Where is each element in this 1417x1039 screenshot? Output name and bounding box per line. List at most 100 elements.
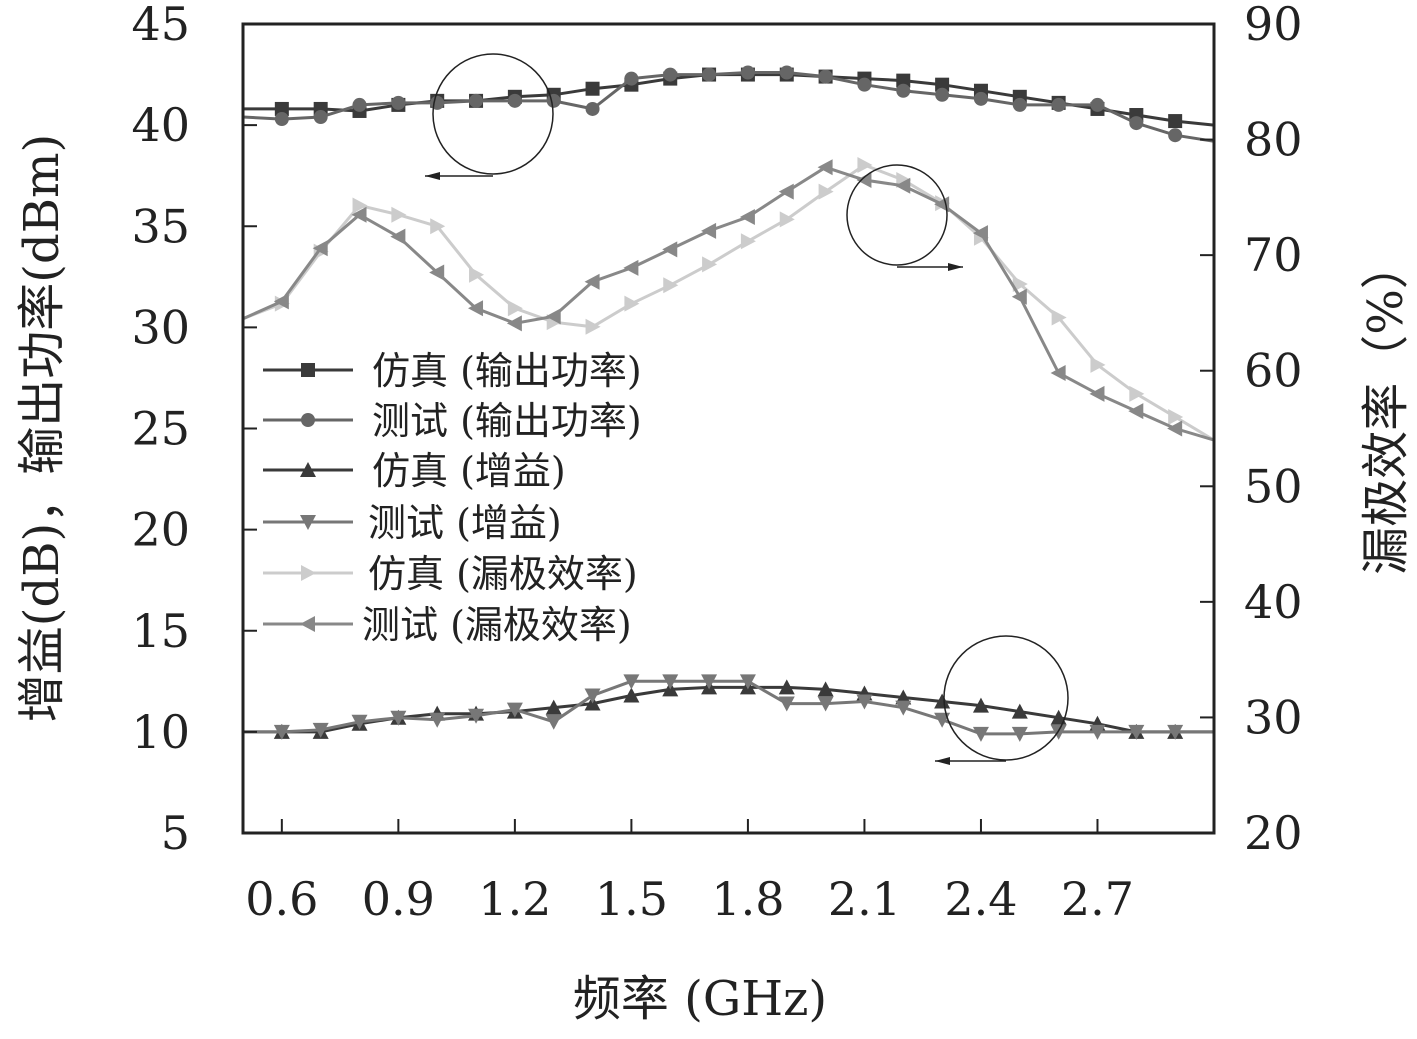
data-point (701, 222, 717, 239)
arrowhead-left-icon (935, 757, 950, 765)
data-point (584, 688, 601, 704)
data-point (1089, 724, 1106, 740)
data-point (312, 722, 329, 738)
series-5 (242, 156, 1215, 442)
data-point (429, 712, 446, 728)
left-y-tick-label: 20 (131, 503, 190, 557)
data-point (546, 93, 561, 108)
data-point (1011, 726, 1028, 742)
data-point (469, 266, 485, 283)
data-point (391, 206, 407, 223)
legend-marker-shape (301, 413, 315, 427)
data-point (390, 228, 406, 245)
data-point (778, 183, 794, 200)
data-point (895, 700, 912, 716)
data-point (702, 67, 717, 82)
data-point (1129, 116, 1144, 131)
data-point (896, 83, 911, 98)
data-point (352, 97, 367, 112)
data-point (662, 241, 678, 258)
left-y-axis-title: 增益(dB)，输出功率(dBm) (14, 134, 70, 722)
data-point (1167, 724, 1184, 740)
circle-marker-icon (301, 413, 315, 427)
right-y-tick-label: 20 (1244, 806, 1303, 860)
legend-marker-shape (301, 363, 315, 377)
data-point (740, 65, 755, 80)
data-point (430, 95, 445, 110)
data-point (973, 91, 988, 106)
data-point (778, 696, 795, 712)
series-4 (243, 674, 1214, 742)
arrowhead-left-icon (425, 172, 440, 180)
data-point (624, 71, 639, 86)
right-y-tick-label: 80 (1244, 113, 1303, 167)
data-point (352, 197, 368, 214)
data-point (274, 112, 289, 127)
left-y-tick-label: 25 (131, 402, 190, 456)
data-point (935, 77, 950, 92)
series-line (243, 679, 1214, 736)
data-point (663, 67, 678, 82)
x-tick-label: 1.5 (595, 872, 668, 926)
annotation-circle (943, 635, 1069, 761)
data-point (1168, 114, 1183, 129)
legend: 仿真 (输出功率) 测试 (输出功率) 仿真 (增益) 测试 (增益) 仿真 (… (263, 349, 642, 647)
triangle-up-marker-icon (300, 462, 316, 477)
legend-label: 测试 (输出功率) (372, 399, 642, 443)
data-point (663, 277, 679, 294)
data-point (584, 273, 600, 290)
data-point (507, 300, 523, 317)
legend-item: 测试 (漏极效率) (263, 603, 632, 647)
annotation-output-power (425, 53, 554, 180)
legend-marker-shape (300, 462, 316, 477)
data-point (312, 240, 328, 257)
data-point (623, 687, 640, 703)
series-3 (243, 679, 1214, 739)
data-point (739, 674, 756, 690)
data-point (702, 256, 718, 273)
data-point (972, 225, 988, 242)
data-point (895, 177, 911, 194)
ticks: 0.6 0.9 1.2 1.5 1.8 2.1 2.4 2.7 5 10 15 20 25 30 35 40 4… (131, 0, 1302, 926)
data-point (972, 726, 989, 742)
data-point (856, 694, 873, 710)
data-point (390, 710, 407, 726)
data-point (818, 183, 834, 200)
data-point (274, 101, 289, 116)
data-point (1129, 385, 1145, 402)
annotation-gain (935, 635, 1069, 765)
right-y-tick-label: 60 (1244, 344, 1303, 398)
data-point (856, 172, 872, 189)
legend-item: 仿真 (输出功率) (263, 349, 642, 393)
x-tick-label: 0.6 (245, 872, 318, 926)
right-y-tick-label: 40 (1244, 575, 1303, 629)
legend-item: 仿真 (漏极效率) (263, 552, 638, 596)
legend-item: 仿真 (增益) (263, 449, 566, 493)
legend-label: 测试 (增益) (368, 501, 562, 545)
legend-label: 仿真 (漏极效率) (368, 552, 638, 596)
square-marker-icon (301, 363, 315, 377)
left-y-tick-label: 45 (131, 0, 190, 51)
legend-item: 测试 (增益) (263, 501, 562, 545)
left-y-tick-label: 40 (131, 98, 190, 152)
data-point (1168, 408, 1184, 425)
data-point (1050, 724, 1067, 740)
data-point (1089, 385, 1105, 402)
annotation-circle (846, 164, 948, 266)
data-point (817, 681, 834, 697)
data-point (857, 77, 872, 92)
data-point (934, 693, 951, 709)
legend-marker-shape (300, 515, 316, 530)
data-point (623, 674, 640, 690)
data-point (1050, 709, 1067, 725)
right-y-tick-label: 30 (1244, 690, 1303, 744)
data-point (739, 209, 755, 226)
legend-item: 测试 (输出功率) (263, 399, 642, 443)
data-point (1011, 288, 1027, 305)
data-point (313, 110, 328, 125)
right-y-tick-label: 90 (1244, 0, 1303, 51)
data-point (1051, 97, 1066, 112)
left-y-tick-label: 5 (161, 806, 190, 860)
data-point (429, 264, 445, 281)
data-point (817, 696, 834, 712)
